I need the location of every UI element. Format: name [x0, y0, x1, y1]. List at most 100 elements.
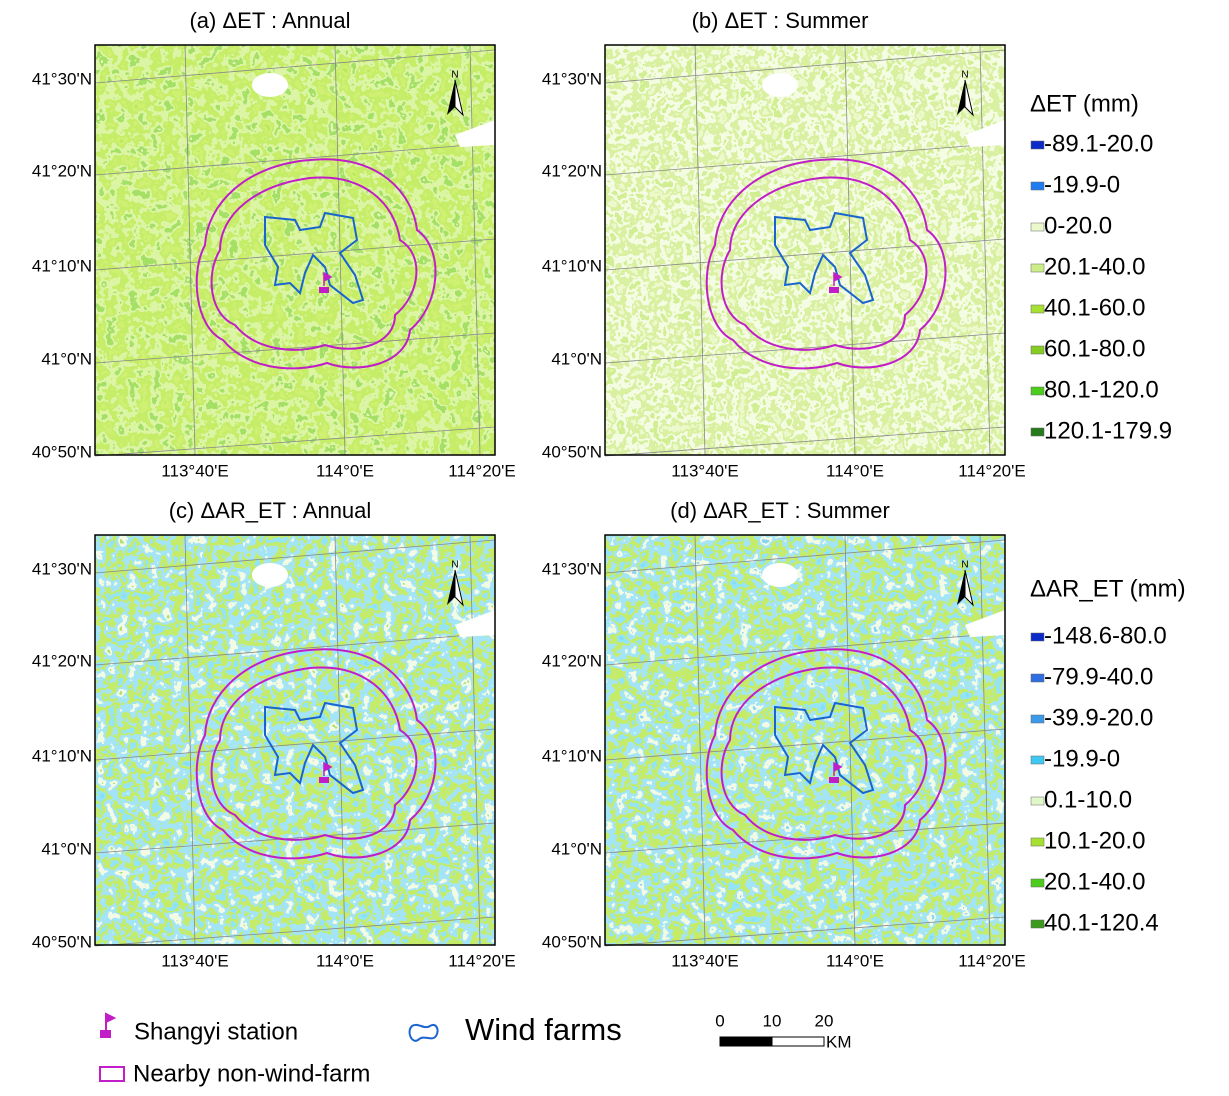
graticule	[694, 44, 706, 456]
graticule	[184, 44, 196, 456]
legend-label: 20.1-40.0	[1044, 253, 1145, 280]
wind-farm-icon	[408, 1023, 439, 1042]
station-icon	[105, 1012, 117, 1030]
lat-label: 40°50'N	[542, 442, 602, 461]
no-data	[252, 73, 288, 97]
nearby-label: Nearby non-wind-farm	[133, 1060, 370, 1087]
nearby-icon	[99, 1066, 125, 1082]
scale-tick: 0	[715, 1011, 724, 1030]
lat-label: 41°20'N	[542, 161, 602, 180]
north-label: N	[961, 70, 968, 81]
graticule	[844, 44, 856, 456]
lat-label: 41°30'N	[542, 69, 602, 88]
graticule	[184, 534, 196, 946]
map-panel: N	[604, 44, 1006, 457]
legend-swatch	[1030, 878, 1045, 888]
lat-label: 41°0'N	[551, 839, 602, 858]
legend-label: 0-20.0	[1044, 212, 1112, 239]
graticule	[334, 534, 346, 946]
panel-title: (b) ΔET : Summer	[692, 8, 869, 33]
legend-label: 40.1-60.0	[1044, 294, 1145, 321]
north-label: N	[451, 560, 458, 571]
graticule	[94, 426, 496, 457]
station-icon	[100, 1030, 111, 1038]
panel-title: (c) ΔAR_ET : Annual	[169, 498, 372, 523]
no-data	[965, 120, 1005, 147]
legend-swatch	[1030, 755, 1045, 765]
legend-swatch	[1030, 386, 1045, 396]
lon-label: 114°20'E	[958, 461, 1025, 480]
scale-bar	[771, 1036, 825, 1047]
legend-swatch	[1030, 714, 1045, 724]
lon-label: 114°0'E	[826, 461, 884, 480]
panel-title: (a) ΔET : Annual	[189, 8, 350, 33]
map-frame	[94, 534, 496, 946]
lat-label: 41°10'N	[32, 256, 92, 275]
legend-label: 20.1-40.0	[1044, 868, 1145, 895]
map-panel: N	[94, 534, 496, 947]
lat-label: 40°50'N	[542, 932, 602, 951]
legend-swatch	[1030, 837, 1045, 847]
lon-label: 114°20'E	[958, 951, 1025, 970]
north-label: N	[451, 70, 458, 81]
graticule	[94, 632, 496, 666]
lon-label: 113°40'E	[161, 951, 228, 970]
graticule	[94, 142, 496, 176]
legend-swatch	[1030, 345, 1045, 355]
no-data	[455, 120, 495, 147]
legend-swatch	[1030, 427, 1045, 437]
lon-label: 113°40'E	[161, 461, 228, 480]
graticule	[604, 539, 1006, 574]
lon-label: 114°20'E	[448, 461, 515, 480]
legend-label: 60.1-80.0	[1044, 335, 1145, 362]
lon-label: 113°40'E	[671, 461, 738, 480]
legend-swatch	[1030, 632, 1045, 642]
legend-swatch	[1030, 919, 1045, 929]
legend-swatch	[1030, 222, 1045, 232]
legend-label: 10.1-20.0	[1044, 827, 1145, 854]
lat-label: 41°0'N	[41, 839, 92, 858]
lon-label: 114°0'E	[826, 951, 884, 970]
map-background	[605, 535, 1005, 945]
no-data	[762, 73, 798, 97]
lat-label: 41°10'N	[32, 746, 92, 765]
legend-swatch	[1030, 181, 1045, 191]
map-background	[95, 45, 495, 455]
legend-swatch	[1030, 140, 1045, 150]
legend-label: -19.9-0	[1044, 171, 1120, 198]
wind-farm-label: Wind farms	[465, 1012, 622, 1047]
lat-label: 41°0'N	[41, 349, 92, 368]
legend-title: ΔET (mm)	[1030, 90, 1139, 117]
lon-label: 114°0'E	[316, 461, 374, 480]
graticule	[604, 49, 1006, 84]
legend-label: -39.9-20.0	[1044, 704, 1153, 731]
lat-label: 41°20'N	[32, 161, 92, 180]
graticule	[469, 534, 481, 946]
map-background	[605, 45, 1005, 455]
lat-label: 40°50'N	[32, 932, 92, 951]
map-frame	[94, 44, 496, 456]
lon-label: 114°0'E	[316, 951, 374, 970]
graticule	[604, 426, 1006, 457]
lat-label: 41°30'N	[32, 559, 92, 578]
lat-label: 41°0'N	[551, 349, 602, 368]
legend-title: ΔAR_ET (mm)	[1030, 575, 1186, 602]
lon-label: 113°40'E	[671, 951, 738, 970]
graticule	[94, 539, 496, 574]
no-data	[762, 563, 798, 587]
map-panel: N	[94, 44, 496, 457]
legend-label: 40.1-120.4	[1044, 909, 1159, 936]
graticule	[604, 332, 1006, 364]
legend-swatch	[1030, 304, 1045, 314]
graticule	[604, 142, 1006, 176]
scale-bar	[719, 1036, 773, 1047]
graticule	[334, 44, 346, 456]
scale-tick: 20	[815, 1011, 834, 1030]
legend-label: -89.1-20.0	[1044, 130, 1153, 157]
legend-label: -19.9-0	[1044, 745, 1120, 772]
graticule	[469, 44, 481, 456]
graticule	[94, 822, 496, 854]
legend-swatch	[1030, 796, 1045, 806]
legend-label: 120.1-179.9	[1044, 417, 1172, 444]
